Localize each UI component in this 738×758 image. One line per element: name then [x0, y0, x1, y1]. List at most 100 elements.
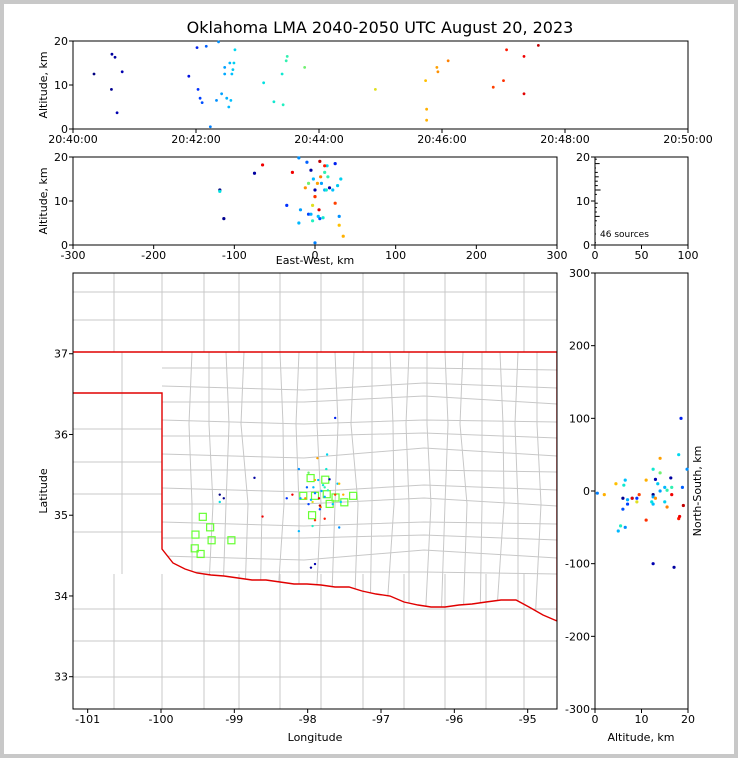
- time-altitude-ticks: 20:40:00 20:42:00 20:44:00 20:46:00 20:48:00…: [48, 35, 712, 146]
- altitude-northsouth-point: [685, 467, 689, 471]
- map-source-point: [325, 467, 328, 471]
- altitude-northsouth-point: [625, 498, 630, 502]
- time-alt-ytick-label: 20: [54, 35, 68, 48]
- eastwest-altitude-point: [285, 203, 289, 207]
- eastwest-altitude-point: [333, 201, 337, 205]
- eastwest-altitude-point: [331, 188, 335, 192]
- map-source-point: [311, 500, 314, 504]
- map-lat-ytick-label: 36: [54, 428, 68, 441]
- time-altitude-point: [196, 88, 200, 91]
- time-xtick-label: 20:48:00: [540, 133, 589, 146]
- altitude-northsouth-points: [595, 416, 689, 569]
- map-source-point: [328, 478, 331, 481]
- county-lines-oklahoma: [162, 352, 557, 621]
- time-altitude-point: [272, 100, 276, 104]
- county-line: [162, 382, 557, 391]
- station-marker: [307, 511, 317, 520]
- alt-ns-xtick-label: 20: [681, 713, 695, 726]
- map-ylabel: Latitude: [37, 468, 50, 514]
- map-lon-xtick-label: -97: [372, 713, 390, 726]
- map-source-point: [338, 482, 341, 485]
- map-lon-xtick-label: -95: [519, 713, 537, 726]
- time-altitude-point: [505, 48, 508, 52]
- eastwest-altitude-point: [309, 168, 313, 172]
- time-xtick-label: 20:40:00: [48, 133, 97, 146]
- altitude-northsouth-ticks: 0 10 20 -300 -200 -100 0 100 200 300: [565, 267, 695, 726]
- county-line: [162, 549, 557, 561]
- map-source-point: [309, 498, 313, 501]
- time-altitude-point: [425, 107, 429, 111]
- altitude-northsouth-point: [644, 478, 648, 482]
- county-line: [162, 484, 557, 493]
- altitude-northsouth-point: [658, 471, 662, 475]
- altitude-northsouth-point: [679, 416, 683, 420]
- map-frame: [72, 272, 558, 710]
- county-line: [440, 352, 449, 621]
- county-line: [495, 352, 505, 621]
- altitude-northsouth-point: [621, 507, 625, 511]
- station-marker: [190, 544, 199, 553]
- time-altitude-point: [262, 81, 266, 85]
- eastwest-altitude-point: [317, 208, 321, 212]
- hist-ytick-label: 10: [576, 195, 590, 208]
- time-altitude-point: [522, 55, 526, 58]
- county-line: [188, 352, 193, 621]
- eastwest-altitude-point: [218, 189, 222, 193]
- time-altitude-point: [435, 66, 439, 69]
- time-altitude-point: [280, 72, 284, 76]
- eastwest-altitude-point: [318, 159, 322, 163]
- eastwest-altitude-points: [218, 156, 345, 245]
- eastwest-altitude-point: [260, 163, 265, 167]
- eastwest-altitude-point: [305, 160, 309, 164]
- eastwest-xtick-label: 100: [385, 249, 406, 262]
- map-source-point: [291, 493, 294, 496]
- altitude-northsouth-point: [623, 525, 627, 529]
- time-altitude-point: [120, 70, 124, 74]
- map-source-point: [321, 483, 325, 487]
- map-source-point: [305, 486, 309, 489]
- altitude-northsouth-point: [616, 529, 620, 533]
- altitude-northsouth-point: [663, 485, 667, 489]
- altitude-northsouth-point: [651, 495, 655, 499]
- time-altitude-point: [281, 103, 285, 107]
- altitude-northsouth-point: [614, 482, 618, 486]
- time-altitude-point: [227, 105, 231, 109]
- eastwest-altitude-ticks: -300 -200 -100 0 100 200 300 0 10 20: [54, 151, 568, 262]
- histogram-panel: 46 sources 0 50 100 0 10 20: [576, 151, 699, 262]
- eastwest-altitude-point: [316, 214, 320, 218]
- source-count-label: 46 sources: [600, 230, 649, 240]
- hist-xtick-label: 50: [635, 249, 649, 262]
- station-marker: [206, 523, 215, 532]
- altitude-xlabel: Altitude, km: [607, 731, 674, 744]
- time-alt-ytick-label: 10: [54, 79, 68, 92]
- time-altitude-point: [425, 118, 429, 122]
- altitude-northsouth-point: [618, 524, 623, 528]
- station-marker: [191, 530, 200, 539]
- time-altitude-point: [233, 48, 237, 52]
- altitude-northsouth-point: [651, 467, 655, 471]
- time-altitude-point: [204, 44, 208, 48]
- altitude-northsouth-point: [635, 496, 639, 500]
- county-line: [295, 352, 300, 621]
- map-source-point: [307, 471, 310, 474]
- northsouth-ytick-label: 300: [569, 267, 590, 280]
- map-source-point: [313, 562, 317, 566]
- northsouth-ytick-label: 200: [569, 340, 590, 353]
- altitude-northsouth-point: [623, 478, 627, 482]
- map-lat-ytick-label: 34: [54, 590, 68, 603]
- alt-ns-xtick-label: 10: [635, 713, 649, 726]
- time-altitude-point: [373, 88, 377, 91]
- northsouth-ytick-label: -300: [565, 703, 590, 716]
- map-source-point: [338, 526, 341, 529]
- altitude-northsouth-panel: North-South, km Altitude, km 0 10 20 -300 -2…: [565, 267, 704, 744]
- eastwest-xtick-label: 300: [547, 249, 568, 262]
- eastwest-altitude-point: [341, 234, 345, 238]
- eastwest-altitude-point: [313, 188, 317, 192]
- altitude-northsouth-point: [665, 488, 669, 492]
- hist-xtick-label: 100: [678, 249, 699, 262]
- eastwest-altitude-point: [309, 212, 313, 216]
- county-lines: [73, 273, 557, 709]
- eastwest-altitude-point: [290, 170, 295, 174]
- altitude-northsouth-point: [653, 496, 658, 500]
- county-line: [206, 352, 214, 621]
